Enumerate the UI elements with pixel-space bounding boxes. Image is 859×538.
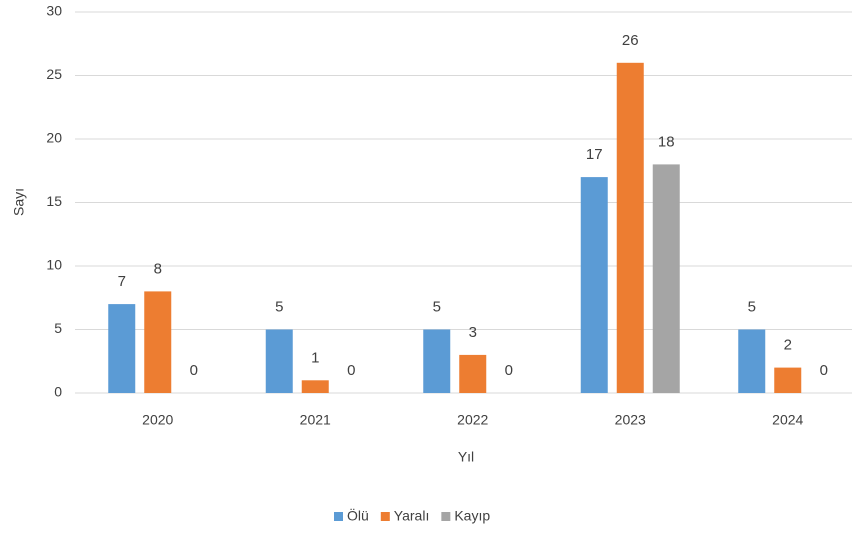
legend-swatch [334,512,343,521]
legend-label: Yaralı [394,508,430,524]
y-tick-label: 25 [46,66,62,82]
data-label: 5 [433,298,441,315]
bar [652,164,680,393]
legend-swatch [441,512,451,521]
bar [144,291,172,393]
data-label: 5 [748,298,756,315]
data-label: 1 [311,349,319,366]
data-label: 26 [622,32,639,49]
data-label: 17 [586,146,603,163]
x-axis-title: Yıl [458,449,474,465]
x-tick-label: 2020 [142,412,173,428]
y-tick-label: 30 [46,3,62,19]
y-tick-label: 20 [46,130,62,146]
y-axis-title: Sayı [11,188,27,216]
bar [265,329,293,393]
bar [301,380,329,393]
bar [774,367,802,393]
legend-swatch [380,512,390,521]
data-label: 2 [784,337,792,354]
x-tick-label: 2024 [772,412,803,428]
x-tick-label: 2021 [300,412,331,428]
bar [108,304,136,393]
bar [580,177,608,393]
y-tick-label: 15 [46,193,62,209]
y-tick-label: 10 [46,257,62,273]
x-tick-label: 2023 [615,412,646,428]
data-label: 3 [469,324,477,341]
data-label: 5 [275,298,283,315]
legend-label: Ölü [347,507,369,524]
y-tick-label: 5 [54,320,62,336]
bar [616,62,644,394]
data-label: 18 [658,133,675,150]
legend-label: Kayıp [454,508,490,524]
x-tick-label: 2022 [457,412,488,428]
bar [459,354,487,393]
data-label: 0 [820,362,828,379]
data-label: 0 [347,362,355,379]
data-label: 8 [154,260,162,277]
data-label: 0 [190,362,198,379]
data-label: 7 [118,273,126,290]
y-tick-label: 0 [54,384,62,400]
data-label: 0 [505,362,513,379]
bar [738,329,766,393]
bar [423,329,451,393]
